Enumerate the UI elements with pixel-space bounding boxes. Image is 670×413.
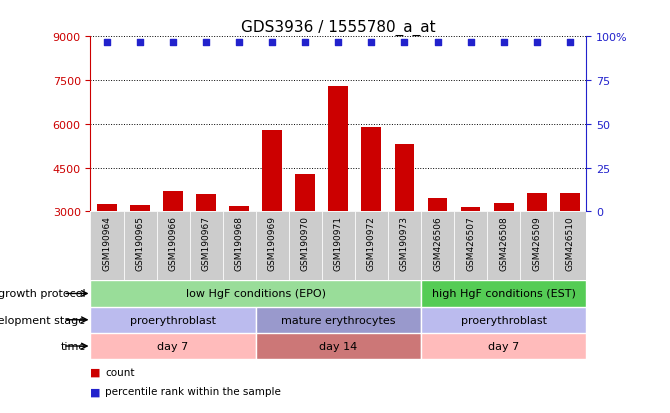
Text: GSM426506: GSM426506	[433, 216, 442, 270]
Point	[333, 39, 344, 46]
Bar	[560, 193, 580, 212]
FancyBboxPatch shape	[553, 212, 586, 281]
FancyBboxPatch shape	[454, 212, 487, 281]
Text: GSM190967: GSM190967	[202, 216, 210, 270]
FancyBboxPatch shape	[90, 212, 123, 281]
FancyBboxPatch shape	[90, 333, 256, 359]
Text: day 14: day 14	[319, 341, 358, 351]
Point	[432, 39, 443, 46]
Point	[366, 39, 377, 46]
Bar	[395, 145, 414, 212]
Point	[498, 39, 509, 46]
Text: growth protocol: growth protocol	[0, 289, 86, 299]
Point	[102, 39, 113, 46]
Text: high HgF conditions (EST): high HgF conditions (EST)	[431, 289, 576, 299]
FancyBboxPatch shape	[421, 281, 586, 307]
Bar	[196, 195, 216, 212]
Text: proerythroblast: proerythroblast	[130, 315, 216, 325]
Text: day 7: day 7	[157, 341, 189, 351]
FancyBboxPatch shape	[123, 212, 157, 281]
Text: low HgF conditions (EPO): low HgF conditions (EPO)	[186, 289, 326, 299]
Point	[201, 39, 212, 46]
FancyBboxPatch shape	[90, 307, 256, 333]
Text: mature erythrocytes: mature erythrocytes	[281, 315, 395, 325]
FancyBboxPatch shape	[157, 212, 190, 281]
Bar	[163, 192, 183, 212]
FancyBboxPatch shape	[256, 307, 421, 333]
Text: development stage: development stage	[0, 315, 86, 325]
Text: GSM190971: GSM190971	[334, 216, 343, 270]
Point	[531, 39, 542, 46]
FancyBboxPatch shape	[421, 212, 454, 281]
Text: GSM190970: GSM190970	[301, 216, 310, 270]
Point	[234, 39, 245, 46]
FancyBboxPatch shape	[421, 333, 586, 359]
FancyBboxPatch shape	[289, 212, 322, 281]
Bar	[97, 205, 117, 212]
Point	[399, 39, 410, 46]
Point	[465, 39, 476, 46]
Point	[564, 39, 575, 46]
FancyBboxPatch shape	[520, 212, 553, 281]
Text: GSM190972: GSM190972	[367, 216, 376, 270]
FancyBboxPatch shape	[322, 212, 355, 281]
Bar	[130, 206, 150, 212]
Text: percentile rank within the sample: percentile rank within the sample	[105, 387, 281, 396]
Text: GSM190973: GSM190973	[400, 216, 409, 270]
FancyBboxPatch shape	[487, 212, 520, 281]
Point	[168, 39, 178, 46]
Bar	[527, 193, 547, 212]
Text: GSM190969: GSM190969	[268, 216, 277, 270]
Text: GSM190968: GSM190968	[234, 216, 244, 270]
Text: time: time	[60, 341, 86, 351]
FancyBboxPatch shape	[190, 212, 222, 281]
FancyBboxPatch shape	[355, 212, 388, 281]
Text: ■: ■	[90, 367, 101, 377]
Bar	[461, 208, 480, 212]
Text: GSM426509: GSM426509	[532, 216, 541, 270]
Bar	[263, 131, 282, 212]
Text: GSM190966: GSM190966	[169, 216, 178, 270]
Text: GSM426507: GSM426507	[466, 216, 475, 270]
Bar	[427, 199, 448, 212]
Point	[300, 39, 311, 46]
Text: proerythroblast: proerythroblast	[460, 315, 547, 325]
FancyBboxPatch shape	[222, 212, 256, 281]
FancyBboxPatch shape	[90, 281, 421, 307]
Point	[135, 39, 145, 46]
Bar	[362, 128, 381, 212]
Bar	[229, 206, 249, 212]
Text: GSM426508: GSM426508	[499, 216, 508, 270]
FancyBboxPatch shape	[388, 212, 421, 281]
Text: GSM190964: GSM190964	[103, 216, 111, 270]
Point	[267, 39, 277, 46]
Title: GDS3936 / 1555780_a_at: GDS3936 / 1555780_a_at	[241, 20, 436, 36]
Bar	[295, 174, 315, 212]
Text: count: count	[105, 367, 135, 377]
FancyBboxPatch shape	[256, 212, 289, 281]
Bar	[494, 203, 513, 212]
Text: GSM426510: GSM426510	[565, 216, 574, 270]
Text: GSM190965: GSM190965	[135, 216, 145, 270]
Text: ■: ■	[90, 387, 101, 396]
FancyBboxPatch shape	[421, 307, 586, 333]
FancyBboxPatch shape	[256, 333, 421, 359]
Bar	[328, 87, 348, 212]
Text: day 7: day 7	[488, 341, 519, 351]
